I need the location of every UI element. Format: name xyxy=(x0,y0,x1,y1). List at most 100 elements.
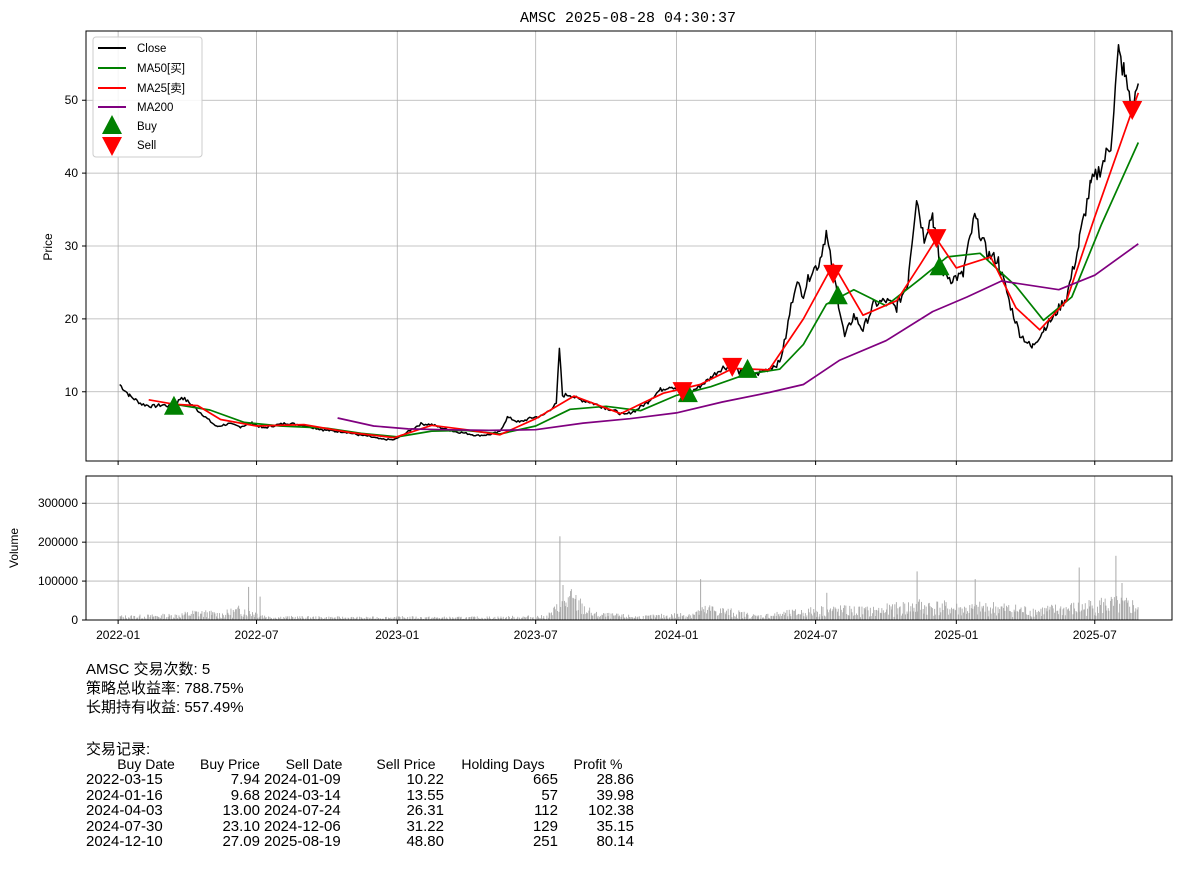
volume-bar xyxy=(1042,607,1043,620)
volume-bar xyxy=(1116,596,1118,620)
volume-bar xyxy=(986,606,988,620)
volume-bar xyxy=(618,616,620,620)
volume-bar xyxy=(717,615,719,620)
volume-bar xyxy=(697,610,699,620)
volume-bar xyxy=(787,616,789,620)
volume-bar xyxy=(733,616,735,620)
volume-bar xyxy=(225,614,227,620)
volume-bar xyxy=(1136,609,1138,620)
series-line-ma25 xyxy=(148,92,1140,439)
trade-count: AMSC 交易次数: 5 xyxy=(86,661,211,678)
volume-bar xyxy=(952,609,954,620)
holding-days: 57 xyxy=(541,786,558,804)
volume-bar xyxy=(1068,608,1069,620)
volume-bar xyxy=(540,618,542,620)
strategy-summary: AMSC 交易次数: 5 策略总收益率: 788.75% 长期持有收益: 557… xyxy=(86,660,244,717)
volume-bar xyxy=(561,601,563,620)
volume-bar xyxy=(645,615,646,620)
buy-marker xyxy=(163,395,184,415)
volume-bar xyxy=(162,613,164,620)
volume-bar xyxy=(453,618,454,620)
volume-bar xyxy=(981,606,983,620)
volume-bar xyxy=(988,610,990,620)
volume-bar xyxy=(870,616,872,620)
volume-bar xyxy=(385,617,386,620)
buy-marker xyxy=(737,358,758,378)
volume-bar xyxy=(966,613,968,620)
volume-y-tick-label: 200000 xyxy=(38,535,78,549)
volume-bar xyxy=(617,613,619,620)
volume-bar xyxy=(267,618,269,620)
volume-bar xyxy=(899,607,900,620)
volume-bar xyxy=(906,611,908,620)
volume-bar xyxy=(996,615,997,620)
volume-bar xyxy=(242,616,244,620)
volume-bar xyxy=(730,608,732,620)
volume-bar xyxy=(603,613,604,620)
volume-bar xyxy=(961,608,963,620)
volume-bar xyxy=(379,618,381,620)
volume-bar xyxy=(270,618,272,620)
volume-bar xyxy=(313,616,314,620)
volume-bar xyxy=(1086,615,1088,620)
volume-bar xyxy=(830,608,831,620)
volume-bar xyxy=(713,610,715,620)
volume-bar xyxy=(406,618,408,620)
volume-bar xyxy=(599,615,601,620)
volume-y-tick-label: 0 xyxy=(71,613,78,627)
volume-bar xyxy=(895,602,897,620)
volume-bar xyxy=(655,617,656,620)
volume-bar xyxy=(827,612,829,620)
volume-bar xyxy=(781,615,783,620)
volume-bar xyxy=(486,616,488,620)
volume-bar xyxy=(160,615,162,620)
volume-bar xyxy=(861,606,863,620)
volume-bar xyxy=(455,617,457,620)
volume-bar xyxy=(655,615,657,620)
volume-bar xyxy=(990,613,992,620)
volume-bar xyxy=(510,618,512,620)
volume-bar xyxy=(856,615,858,620)
volume-bar xyxy=(243,614,245,620)
volume-bar xyxy=(378,618,379,620)
volume-bar xyxy=(575,595,577,620)
volume-bar xyxy=(197,611,199,620)
volume-bar xyxy=(779,613,781,620)
volume-bar xyxy=(372,616,373,620)
volume-bar xyxy=(677,616,679,620)
volume-bar xyxy=(307,616,309,620)
volume-bar xyxy=(168,613,170,620)
volume-bar xyxy=(674,617,676,620)
volume-bar xyxy=(1052,608,1054,620)
volume-bar xyxy=(301,616,303,620)
buy-marker xyxy=(827,285,848,305)
volume-bar xyxy=(929,606,931,620)
volume-bar xyxy=(390,617,392,620)
volume-bar xyxy=(960,615,962,620)
volume-bar xyxy=(246,616,248,620)
volume-bar xyxy=(451,618,453,620)
volume-bar xyxy=(782,613,783,620)
volume-bar xyxy=(1025,614,1027,620)
volume-bar xyxy=(147,614,149,620)
volume-bar xyxy=(1045,608,1047,620)
volume-bar xyxy=(169,615,171,620)
volume-bar xyxy=(1030,616,1032,620)
volume-bar xyxy=(1055,604,1056,620)
volume-bar xyxy=(479,618,481,620)
volume-bar xyxy=(926,614,928,620)
volume-bar xyxy=(608,612,610,620)
volume-bar xyxy=(524,616,526,620)
volume-bar xyxy=(414,618,415,620)
legend-label: MA50[买] xyxy=(137,62,185,75)
volume-bar xyxy=(683,615,685,620)
sell-price: 48.80 xyxy=(406,833,444,850)
volume-bar xyxy=(216,613,218,620)
volume-bar xyxy=(645,615,647,620)
volume-bar xyxy=(965,607,967,620)
volume-bar-spike xyxy=(916,571,918,620)
volume-bar xyxy=(482,618,484,620)
volume-bar xyxy=(554,606,555,620)
volume-bar xyxy=(746,614,747,620)
volume-bar xyxy=(1116,600,1118,620)
